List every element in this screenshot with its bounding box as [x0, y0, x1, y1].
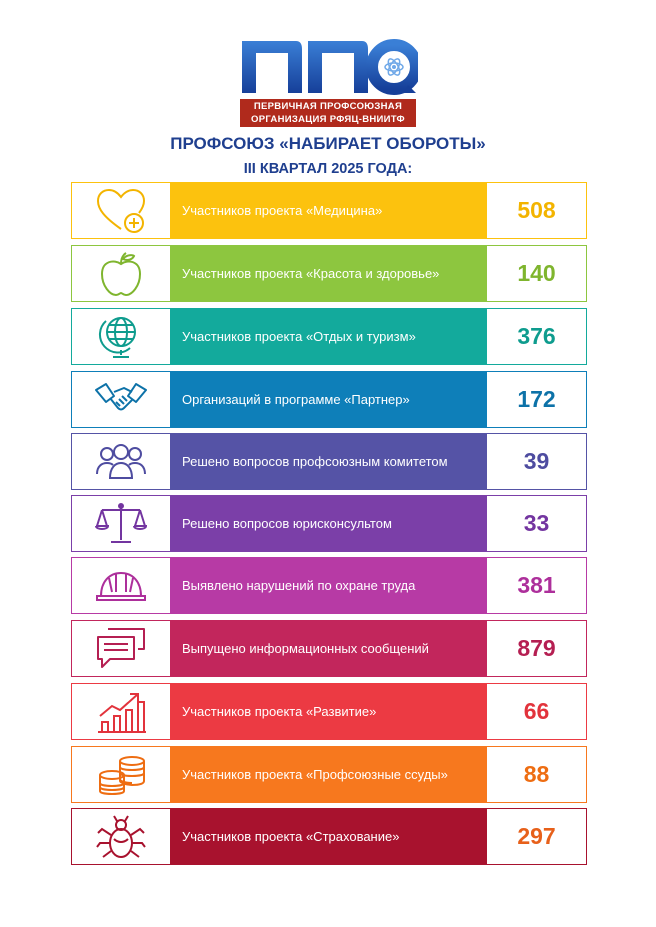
stat-label: Участников проекта «Развитие» [170, 684, 487, 739]
stat-label: Участников проекта «Страхование» [170, 809, 487, 864]
stat-label: Решено вопросов профсоюзным комитетом [170, 434, 487, 489]
stat-row-messages: Выпущено информационных сообщений 879 [71, 620, 587, 677]
logo-line-2: ОРГАНИЗАЦИЯ РФЯЦ-ВНИИТФ [251, 114, 405, 125]
organization-logo: ПЕРВИЧНАЯ ПРОФСОЮЗНАЯ ОРГАНИЗАЦИЯ РФЯЦ-В… [238, 35, 418, 127]
stat-value: 381 [487, 558, 586, 613]
stat-row-partner: Организаций в программе «Партнер» 172 [71, 371, 587, 428]
heart-plus-icon [96, 188, 146, 233]
scales-icon [95, 502, 148, 543]
people-icon [96, 443, 146, 479]
page-title: ПРОФСОЮЗ «НАБИРАЕТ ОБОРОТЫ» [170, 134, 486, 153]
coins-icon [99, 755, 145, 795]
stat-row-travel: Участников проекта «Отдых и туризм» 376 [71, 308, 587, 365]
logo-banner: ПЕРВИЧНАЯ ПРОФСОЮЗНАЯ ОРГАНИЗАЦИЯ РФЯЦ-В… [240, 99, 416, 127]
growth-chart-icon [98, 692, 146, 733]
tick-icon [96, 814, 146, 858]
chat-icon [97, 627, 145, 668]
stat-row-medicine: Участников проекта «Медицина» 508 [71, 182, 587, 239]
stat-row-loans: Участников проекта «Профсоюзные ссуды» 8… [71, 746, 587, 803]
stat-value: 508 [487, 183, 586, 238]
stat-label: Решено вопросов юрисконсультом [170, 496, 487, 551]
stat-value: 140 [487, 246, 586, 301]
apple-icon [100, 251, 142, 296]
handshake-icon [95, 382, 147, 410]
stat-label: Выпущено информационных сообщений [170, 621, 487, 676]
stat-label: Выявлено нарушений по охране труда [170, 558, 487, 613]
stat-value: 66 [487, 684, 586, 739]
stat-value: 879 [487, 621, 586, 676]
globe-icon [98, 316, 136, 358]
stat-value: 376 [487, 309, 586, 364]
stat-row-safety: Выявлено нарушений по охране труда 381 [71, 557, 587, 614]
stat-label: Участников проекта «Профсоюзные ссуды» [170, 747, 487, 802]
stat-label: Участников проекта «Отдых и туризм» [170, 309, 487, 364]
stat-row-development: Участников проекта «Развитие» 66 [71, 683, 587, 740]
ppo-logo-icon [242, 39, 418, 95]
logo-line-1: ПЕРВИЧНАЯ ПРОФСОЮЗНАЯ [253, 101, 403, 112]
stat-row-insurance: Участников проекта «Страхование» 297 [71, 808, 587, 865]
stat-value: 39 [487, 434, 586, 489]
helmet-icon [96, 571, 146, 601]
stat-row-beauty-health: Участников проекта «Красота и здоровье» … [71, 245, 587, 302]
stat-value: 33 [487, 496, 586, 551]
stat-label: Участников проекта «Медицина» [170, 183, 487, 238]
page-subtitle: III КВАРТАЛ 2025 ГОДА: [243, 161, 413, 177]
stat-value: 297 [487, 809, 586, 864]
stat-label: Участников проекта «Красота и здоровье» [170, 246, 487, 301]
stat-value: 88 [487, 747, 586, 802]
stat-row-lawyer: Решено вопросов юрисконсультом 33 [71, 495, 587, 552]
stat-value: 172 [487, 372, 586, 427]
stat-row-committee: Решено вопросов профсоюзным комитетом 39 [71, 433, 587, 490]
stat-label: Организаций в программе «Партнер» [170, 372, 487, 427]
